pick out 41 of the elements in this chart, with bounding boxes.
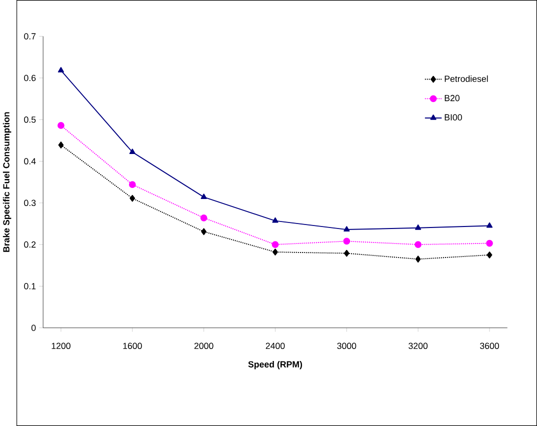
- point: [200, 194, 207, 200]
- y-tick-label: 0.3: [24, 200, 36, 206]
- y-tick-label: 0.5: [24, 116, 36, 123]
- x-tick-label: 1600: [123, 342, 142, 350]
- point: [58, 67, 64, 72]
- point: [200, 214, 208, 222]
- point: [344, 250, 350, 257]
- point: [128, 181, 136, 188]
- point: [486, 222, 493, 228]
- y-tick-label: 0.1: [24, 283, 36, 290]
- point: [415, 224, 422, 230]
- point: [486, 252, 492, 258]
- x-tick-label: 2400: [266, 342, 285, 350]
- point: [486, 240, 493, 247]
- point: [415, 256, 421, 263]
- point: [272, 241, 279, 248]
- point: [414, 241, 422, 248]
- x-tick-label: 3000: [337, 342, 356, 350]
- x-tick-label: 2000: [194, 342, 214, 350]
- x-tick-label: 1200: [52, 342, 70, 350]
- legend-label: B20: [444, 94, 460, 102]
- point: [344, 226, 350, 232]
- y-tick-label: 0.2: [24, 241, 36, 248]
- y-tick-label: 0.7: [24, 33, 36, 40]
- y-tick-label: 0.4: [24, 158, 36, 164]
- point: [272, 217, 278, 223]
- point: [201, 228, 207, 236]
- x-tick-label: 3200: [408, 342, 428, 350]
- point: [58, 142, 64, 148]
- legend-label: BI00: [444, 114, 462, 120]
- y-axis-title: Brake Specific Fuel Consumption: [2, 112, 12, 252]
- x-axis-title: Speed (RPM): [248, 360, 302, 370]
- x-tick-label: 3600: [480, 342, 499, 350]
- point: [130, 194, 136, 202]
- point: [129, 148, 136, 154]
- y-tick-label: 0: [31, 324, 36, 331]
- point: [343, 238, 350, 245]
- point: [58, 122, 64, 129]
- legend-label: Petrodiesel: [444, 75, 488, 82]
- y-tick-label: 0.6: [24, 74, 36, 82]
- point: [272, 248, 278, 256]
